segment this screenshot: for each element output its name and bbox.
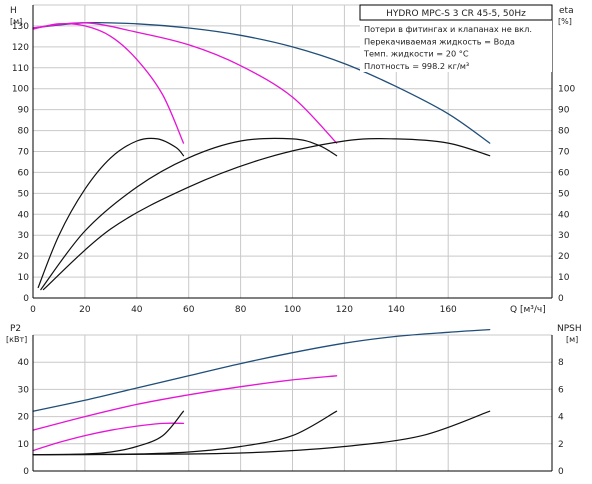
y-left-tick-label: 40 bbox=[18, 358, 30, 368]
y-right-axis-label: NPSH bbox=[557, 324, 582, 334]
series-line-1-2 bbox=[32, 422, 185, 452]
y-left-tick-label: 130 bbox=[12, 22, 29, 32]
y-left-axis-unit: [кВт] bbox=[6, 335, 27, 344]
y-left-tick-label: 20 bbox=[18, 252, 30, 262]
y-right-tick-label: 0 bbox=[558, 467, 564, 477]
info-box-line: Плотность = 998.2 кг/м³ bbox=[364, 61, 469, 71]
y-left-tick-label: 50 bbox=[18, 189, 30, 199]
y-right-tick-label: 60 bbox=[558, 168, 570, 178]
y-right-tick-label: 30 bbox=[558, 231, 570, 241]
y-left-tick-label: 0 bbox=[23, 467, 29, 477]
info-box-background bbox=[360, 20, 552, 72]
y-left-tick-label: 110 bbox=[12, 64, 29, 74]
series-line-1-5 bbox=[32, 410, 491, 456]
y-left-tick-label: 80 bbox=[18, 127, 30, 137]
series-line-0-2 bbox=[32, 22, 338, 144]
y-right-tick-label: 10 bbox=[558, 273, 570, 283]
y-left-tick-label: 10 bbox=[18, 440, 30, 450]
x-tick-label: 40 bbox=[131, 305, 143, 315]
y-right-tick-label: 2 bbox=[558, 440, 564, 450]
x-tick-label: 160 bbox=[440, 305, 457, 315]
y-left-tick-label: 100 bbox=[12, 85, 29, 95]
y-left-tick-label: 120 bbox=[12, 43, 29, 53]
y-left-tick-label: 90 bbox=[18, 106, 30, 116]
info-box-title-frame bbox=[359, 4, 553, 21]
series-line-1-1 bbox=[32, 375, 338, 431]
y-right-tick-label: 80 bbox=[558, 127, 570, 137]
y-left-tick-label: 70 bbox=[18, 148, 30, 158]
y-left-tick-label: 60 bbox=[18, 168, 30, 178]
x-tick-label: 60 bbox=[183, 305, 195, 315]
x-tick-label: 140 bbox=[388, 305, 405, 315]
info-box-line: Перекачиваемая жидкость = Вода bbox=[364, 36, 515, 46]
y-left-tick-label: 10 bbox=[18, 273, 30, 283]
info-box-line: Потери в фитингах и клапанах не вкл. bbox=[364, 24, 532, 34]
series-line-1-0 bbox=[32, 328, 491, 412]
y-right-axis-label: eta bbox=[559, 6, 574, 16]
y-right-tick-label: 70 bbox=[558, 148, 570, 158]
y-left-tick-label: 40 bbox=[18, 210, 30, 220]
x-tick-label: 100 bbox=[284, 305, 301, 315]
y-left-tick-label: 0 bbox=[23, 294, 29, 304]
series-line-0-4 bbox=[40, 137, 338, 291]
x-tick-label: 0 bbox=[30, 305, 36, 315]
x-tick-label: 120 bbox=[336, 305, 353, 315]
y-right-axis-unit: [м] bbox=[566, 335, 578, 344]
series-line-0-0 bbox=[32, 21, 491, 144]
y-right-tick-label: 4 bbox=[558, 413, 564, 423]
info-box-title: HYDRO MPC-S 3 CR 45-5, 50Hz bbox=[386, 9, 526, 19]
y-right-tick-label: 20 bbox=[558, 252, 570, 262]
y-left-axis-unit: [м] bbox=[10, 17, 22, 26]
y-right-axis-unit: [%] bbox=[558, 17, 572, 26]
x-tick-label: 80 bbox=[235, 305, 247, 315]
y-left-axis-label: P2 bbox=[10, 324, 21, 334]
y-left-tick-label: 30 bbox=[18, 231, 30, 241]
y-right-tick-label: 90 bbox=[558, 106, 570, 116]
y-right-tick-label: 0 bbox=[558, 294, 564, 304]
y-right-tick-label: 8 bbox=[558, 358, 564, 368]
y-left-tick-label: 20 bbox=[18, 413, 30, 423]
info-box-line: Темп. жидкости = 20 °C bbox=[363, 49, 469, 59]
x-tick-label: 20 bbox=[79, 305, 91, 315]
y-right-tick-label: 100 bbox=[558, 85, 575, 95]
y-right-tick-label: 40 bbox=[558, 210, 570, 220]
x-axis-label: Q [м³/ч] bbox=[510, 305, 546, 315]
y-left-axis-label: H bbox=[10, 6, 17, 16]
y-right-tick-label: 6 bbox=[558, 385, 564, 395]
series-line-0-5 bbox=[42, 138, 491, 291]
y-right-tick-label: 50 bbox=[558, 189, 570, 199]
series-line-0-3 bbox=[37, 137, 185, 289]
y-left-tick-label: 30 bbox=[18, 385, 30, 395]
